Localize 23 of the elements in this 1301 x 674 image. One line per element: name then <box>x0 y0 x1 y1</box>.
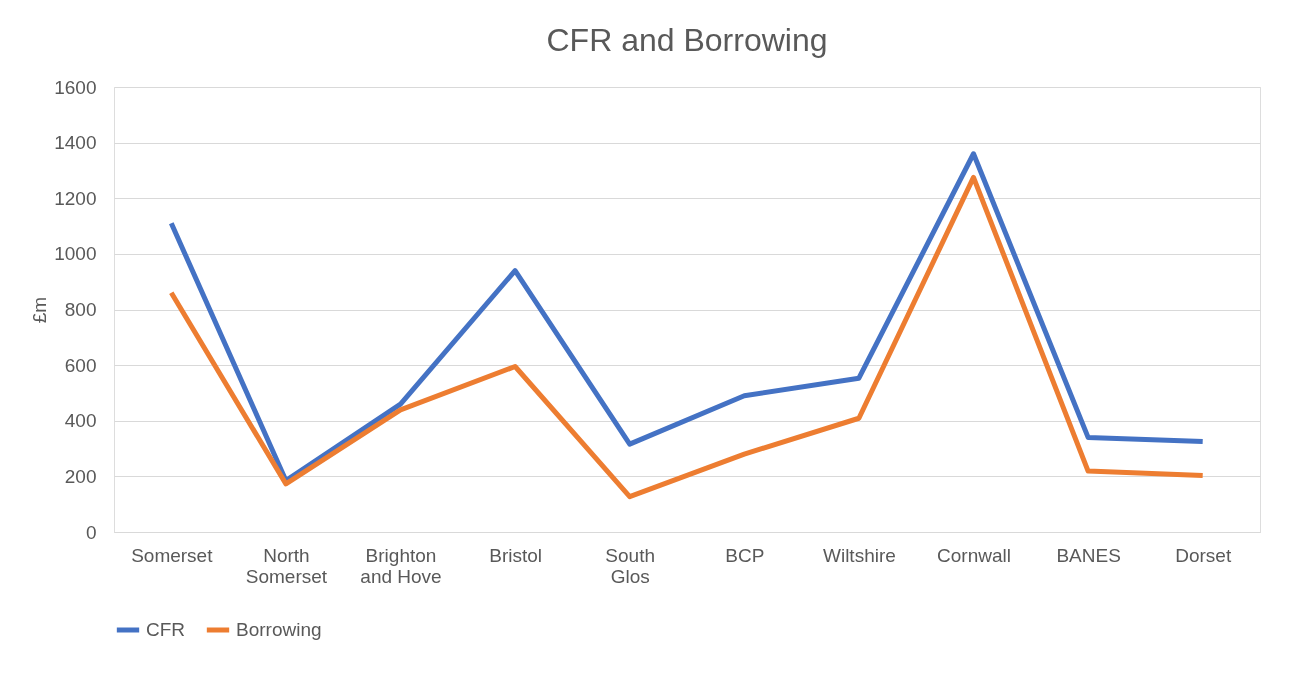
y-tick-label: 400 <box>64 410 97 432</box>
y-tick-label: 1400 <box>54 132 97 154</box>
legend-label: Borrowing <box>236 619 322 640</box>
x-tick-label: Brighton and Hove <box>360 544 442 587</box>
x-tick-label: South Glos <box>605 544 656 587</box>
y-tick-label: 600 <box>64 354 97 376</box>
x-tick-label: BCP <box>725 544 765 566</box>
x-tick-label: Bristol <box>489 544 542 566</box>
x-tick-label: Somerset <box>131 544 214 566</box>
x-tick-label: Wiltshire <box>822 544 896 566</box>
x-tick-label: North Somerset <box>245 544 328 587</box>
y-axis-title: £m <box>29 296 51 324</box>
y-tick-label: 1200 <box>54 187 97 209</box>
x-tick-label: Cornwall <box>937 544 1011 566</box>
x-tick-label: BANES <box>1056 544 1121 566</box>
chart-title: CFR and Borrowing <box>546 22 828 58</box>
y-tick-label: 1600 <box>54 76 97 98</box>
y-tick-label: 800 <box>64 299 97 320</box>
y-tick-label: 200 <box>64 465 97 487</box>
x-tick-label: Dorset <box>1175 544 1232 566</box>
legend-label: CFR <box>146 619 186 640</box>
y-tick-label: 1000 <box>54 243 97 265</box>
y-tick-label: 0 <box>85 521 97 543</box>
